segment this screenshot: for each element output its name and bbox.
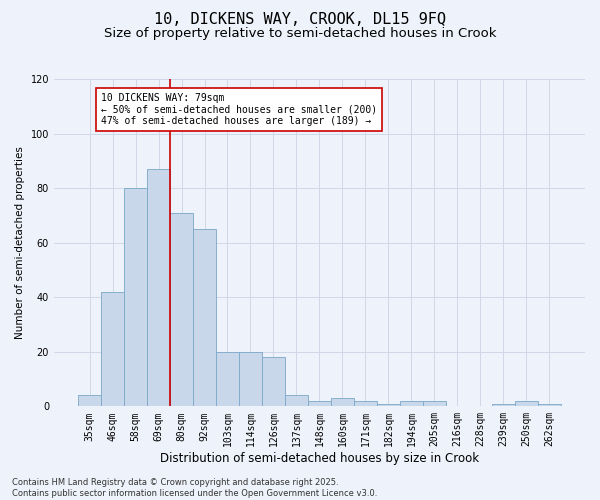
X-axis label: Distribution of semi-detached houses by size in Crook: Distribution of semi-detached houses by … [160,452,479,465]
Bar [170,212,193,406]
Bar [262,357,285,406]
Y-axis label: Number of semi-detached properties: Number of semi-detached properties [15,146,25,339]
Bar [515,401,538,406]
Bar [400,401,423,406]
Bar [492,404,515,406]
Bar [331,398,354,406]
Text: 10 DICKENS WAY: 79sqm
← 50% of semi-detached houses are smaller (200)
47% of sem: 10 DICKENS WAY: 79sqm ← 50% of semi-deta… [101,92,377,126]
Bar [423,401,446,406]
Bar [147,169,170,406]
Bar [354,401,377,406]
Bar [124,188,147,406]
Bar [78,396,101,406]
Bar [216,352,239,406]
Bar [239,352,262,406]
Bar [308,401,331,406]
Text: 10, DICKENS WAY, CROOK, DL15 9FQ: 10, DICKENS WAY, CROOK, DL15 9FQ [154,12,446,28]
Text: Contains HM Land Registry data © Crown copyright and database right 2025.
Contai: Contains HM Land Registry data © Crown c… [12,478,377,498]
Bar [377,404,400,406]
Bar [101,292,124,406]
Bar [193,229,216,406]
Text: Size of property relative to semi-detached houses in Crook: Size of property relative to semi-detach… [104,28,496,40]
Bar [538,404,561,406]
Bar [285,396,308,406]
